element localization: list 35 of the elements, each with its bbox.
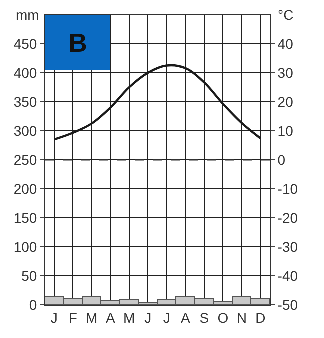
x-tick-label: J	[163, 310, 170, 326]
x-tick-label: J	[50, 310, 58, 326]
y-tick-label: 150	[14, 210, 38, 226]
y2-tick-label: 40	[278, 36, 294, 52]
y-tick-label: 300	[14, 122, 38, 139]
y-tick-label: 250	[14, 152, 38, 168]
y2-tick-label: 30	[278, 64, 294, 81]
x-tick-label: M	[86, 310, 98, 326]
y2-axis-title: °C	[278, 7, 294, 23]
y-axis-title: mm	[16, 7, 40, 23]
x-tick-label: F	[68, 310, 78, 326]
y-tick-label: 0	[29, 296, 38, 313]
y-tick-label: 450	[14, 36, 38, 52]
y2-tick-label: 10	[278, 122, 294, 139]
x-tick-label: J	[144, 310, 152, 326]
x-tick-label: A	[106, 310, 116, 326]
x-tick-label: S	[200, 310, 210, 326]
x-tick-label: M	[124, 310, 136, 326]
x-tick-label: A	[180, 310, 191, 326]
y2-tick-label: -20	[278, 210, 298, 226]
y2-tick-label: 20	[278, 94, 294, 110]
y2-tick-label: -10	[278, 180, 298, 197]
y-tick-label: 200	[14, 180, 38, 197]
y2-tick-label: 0	[278, 152, 286, 168]
y-tick-label: 400	[14, 64, 38, 81]
annotation: B	[68, 28, 88, 58]
y2-tick-label: -30	[278, 238, 298, 255]
y-tick-label: 100	[14, 238, 38, 255]
y-tick-label: 350	[14, 94, 38, 110]
x-tick-label: D	[256, 310, 266, 326]
x-tick-label: N	[236, 310, 247, 326]
y2-tick-label: -50	[278, 296, 298, 313]
y-tick-label: 50	[22, 268, 38, 284]
x-tick-label: O	[218, 310, 229, 326]
y2-tick-label: -40	[278, 268, 298, 284]
